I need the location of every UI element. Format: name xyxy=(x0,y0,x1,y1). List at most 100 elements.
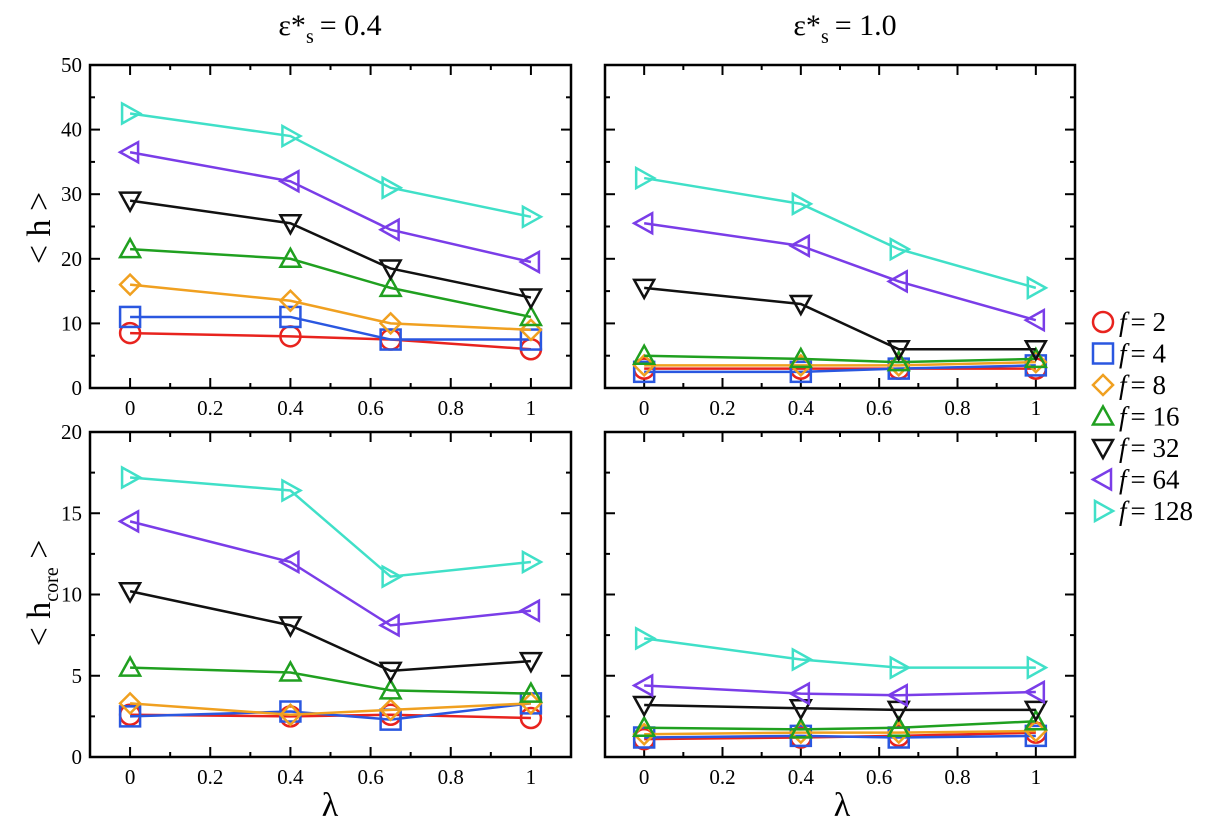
legend-entry: f = 32 xyxy=(1090,433,1180,463)
data-point xyxy=(1023,308,1046,333)
panel-frame xyxy=(603,63,1077,390)
x-tick-label: 0.6 xyxy=(866,396,892,420)
series-f128 xyxy=(634,165,1049,300)
data-point xyxy=(117,140,140,165)
data-point xyxy=(886,269,908,294)
data-point xyxy=(278,616,303,638)
data-point xyxy=(632,278,657,301)
data-point xyxy=(632,343,657,365)
y-tick-label: 15 xyxy=(61,501,82,525)
series-line xyxy=(130,702,532,721)
series-line xyxy=(644,364,1036,374)
data-point xyxy=(120,465,143,490)
data-point xyxy=(278,659,303,682)
data-point xyxy=(519,706,543,730)
data-point xyxy=(118,705,142,728)
legend-label: f = 32 xyxy=(1119,433,1180,463)
x-tick-label: 0.2 xyxy=(197,396,223,420)
data-point xyxy=(518,288,544,311)
data-point xyxy=(118,321,142,345)
series-line xyxy=(129,590,532,673)
legend-entry: f = 2 xyxy=(1091,307,1166,337)
series-line xyxy=(644,703,1036,712)
x-tick-label: 0.8 xyxy=(438,765,464,789)
data-point xyxy=(518,304,544,327)
legend-marker xyxy=(1090,403,1116,426)
series-line xyxy=(129,520,532,627)
ylabel-top: < h > xyxy=(21,192,58,264)
data-point xyxy=(634,626,657,651)
x-tick-label: 0.4 xyxy=(788,765,815,789)
column-title-left: ε*s = 0.4 xyxy=(278,9,381,48)
y-tick-label: 10 xyxy=(61,311,82,335)
xlabel-right: λ xyxy=(834,787,851,824)
data-point xyxy=(632,353,656,378)
data-point xyxy=(117,191,143,214)
data-point xyxy=(278,702,303,727)
data-point xyxy=(378,661,403,684)
data-point xyxy=(378,613,400,638)
data-point xyxy=(1023,679,1046,705)
data-point xyxy=(631,211,654,236)
series-f32 xyxy=(117,582,544,684)
data-point xyxy=(788,233,811,259)
y-tick-label: 40 xyxy=(61,118,82,142)
data-point xyxy=(117,655,143,677)
data-point xyxy=(118,305,142,329)
data-point xyxy=(519,318,543,342)
series-f32 xyxy=(117,191,544,311)
data-point xyxy=(1023,339,1048,362)
x-tick-label: 1 xyxy=(526,396,537,420)
data-point xyxy=(117,236,143,259)
legend-marker xyxy=(1090,438,1116,461)
y-tick-label: 30 xyxy=(61,182,82,206)
x-tick-label: 0.6 xyxy=(357,765,383,789)
data-point xyxy=(634,165,657,191)
data-point xyxy=(378,275,403,298)
series-f2 xyxy=(632,357,1048,380)
x-tick-label: 0.4 xyxy=(277,765,304,789)
data-point xyxy=(378,259,403,282)
x-tick-label: 0 xyxy=(639,396,650,420)
data-point xyxy=(120,101,143,126)
legend-entry: f = 16 xyxy=(1090,402,1180,432)
legend-label: f = 128 xyxy=(1119,496,1193,526)
series-line xyxy=(644,720,1036,731)
legend-label: f = 2 xyxy=(1119,307,1166,337)
legend-marker xyxy=(1091,342,1115,365)
data-point xyxy=(118,272,142,297)
series-f16 xyxy=(632,343,1048,372)
series-f64 xyxy=(117,509,541,638)
series-line xyxy=(130,331,532,351)
data-point xyxy=(788,681,811,706)
legend-entry: f = 4 xyxy=(1091,339,1166,369)
y-tick-label: 20 xyxy=(61,247,82,271)
data-point xyxy=(1023,700,1048,723)
ylabel-bottom: < hcore > xyxy=(21,540,63,647)
series-line xyxy=(129,112,532,219)
series-f128 xyxy=(120,101,544,229)
series-line xyxy=(129,150,532,264)
y-tick-label: 20 xyxy=(61,420,82,444)
series-line xyxy=(644,360,1036,367)
data-point xyxy=(378,677,403,700)
x-tick-label: 0.8 xyxy=(944,396,970,420)
y-tick-label: 50 xyxy=(61,53,82,77)
data-point xyxy=(632,715,657,737)
data-point xyxy=(788,294,813,317)
data-point xyxy=(791,191,814,217)
legend-entry: f = 128 xyxy=(1093,496,1193,526)
series-line xyxy=(130,247,532,319)
x-tick-label: 0.2 xyxy=(197,765,223,789)
y-tick-label: 5 xyxy=(72,664,83,688)
xlabel-left: λ xyxy=(322,787,339,824)
legend-marker xyxy=(1090,467,1113,492)
data-point xyxy=(277,549,300,575)
data-point xyxy=(518,249,541,275)
x-tick-label: 0.6 xyxy=(866,765,892,789)
series-line xyxy=(644,354,1036,364)
series-line xyxy=(129,476,532,578)
